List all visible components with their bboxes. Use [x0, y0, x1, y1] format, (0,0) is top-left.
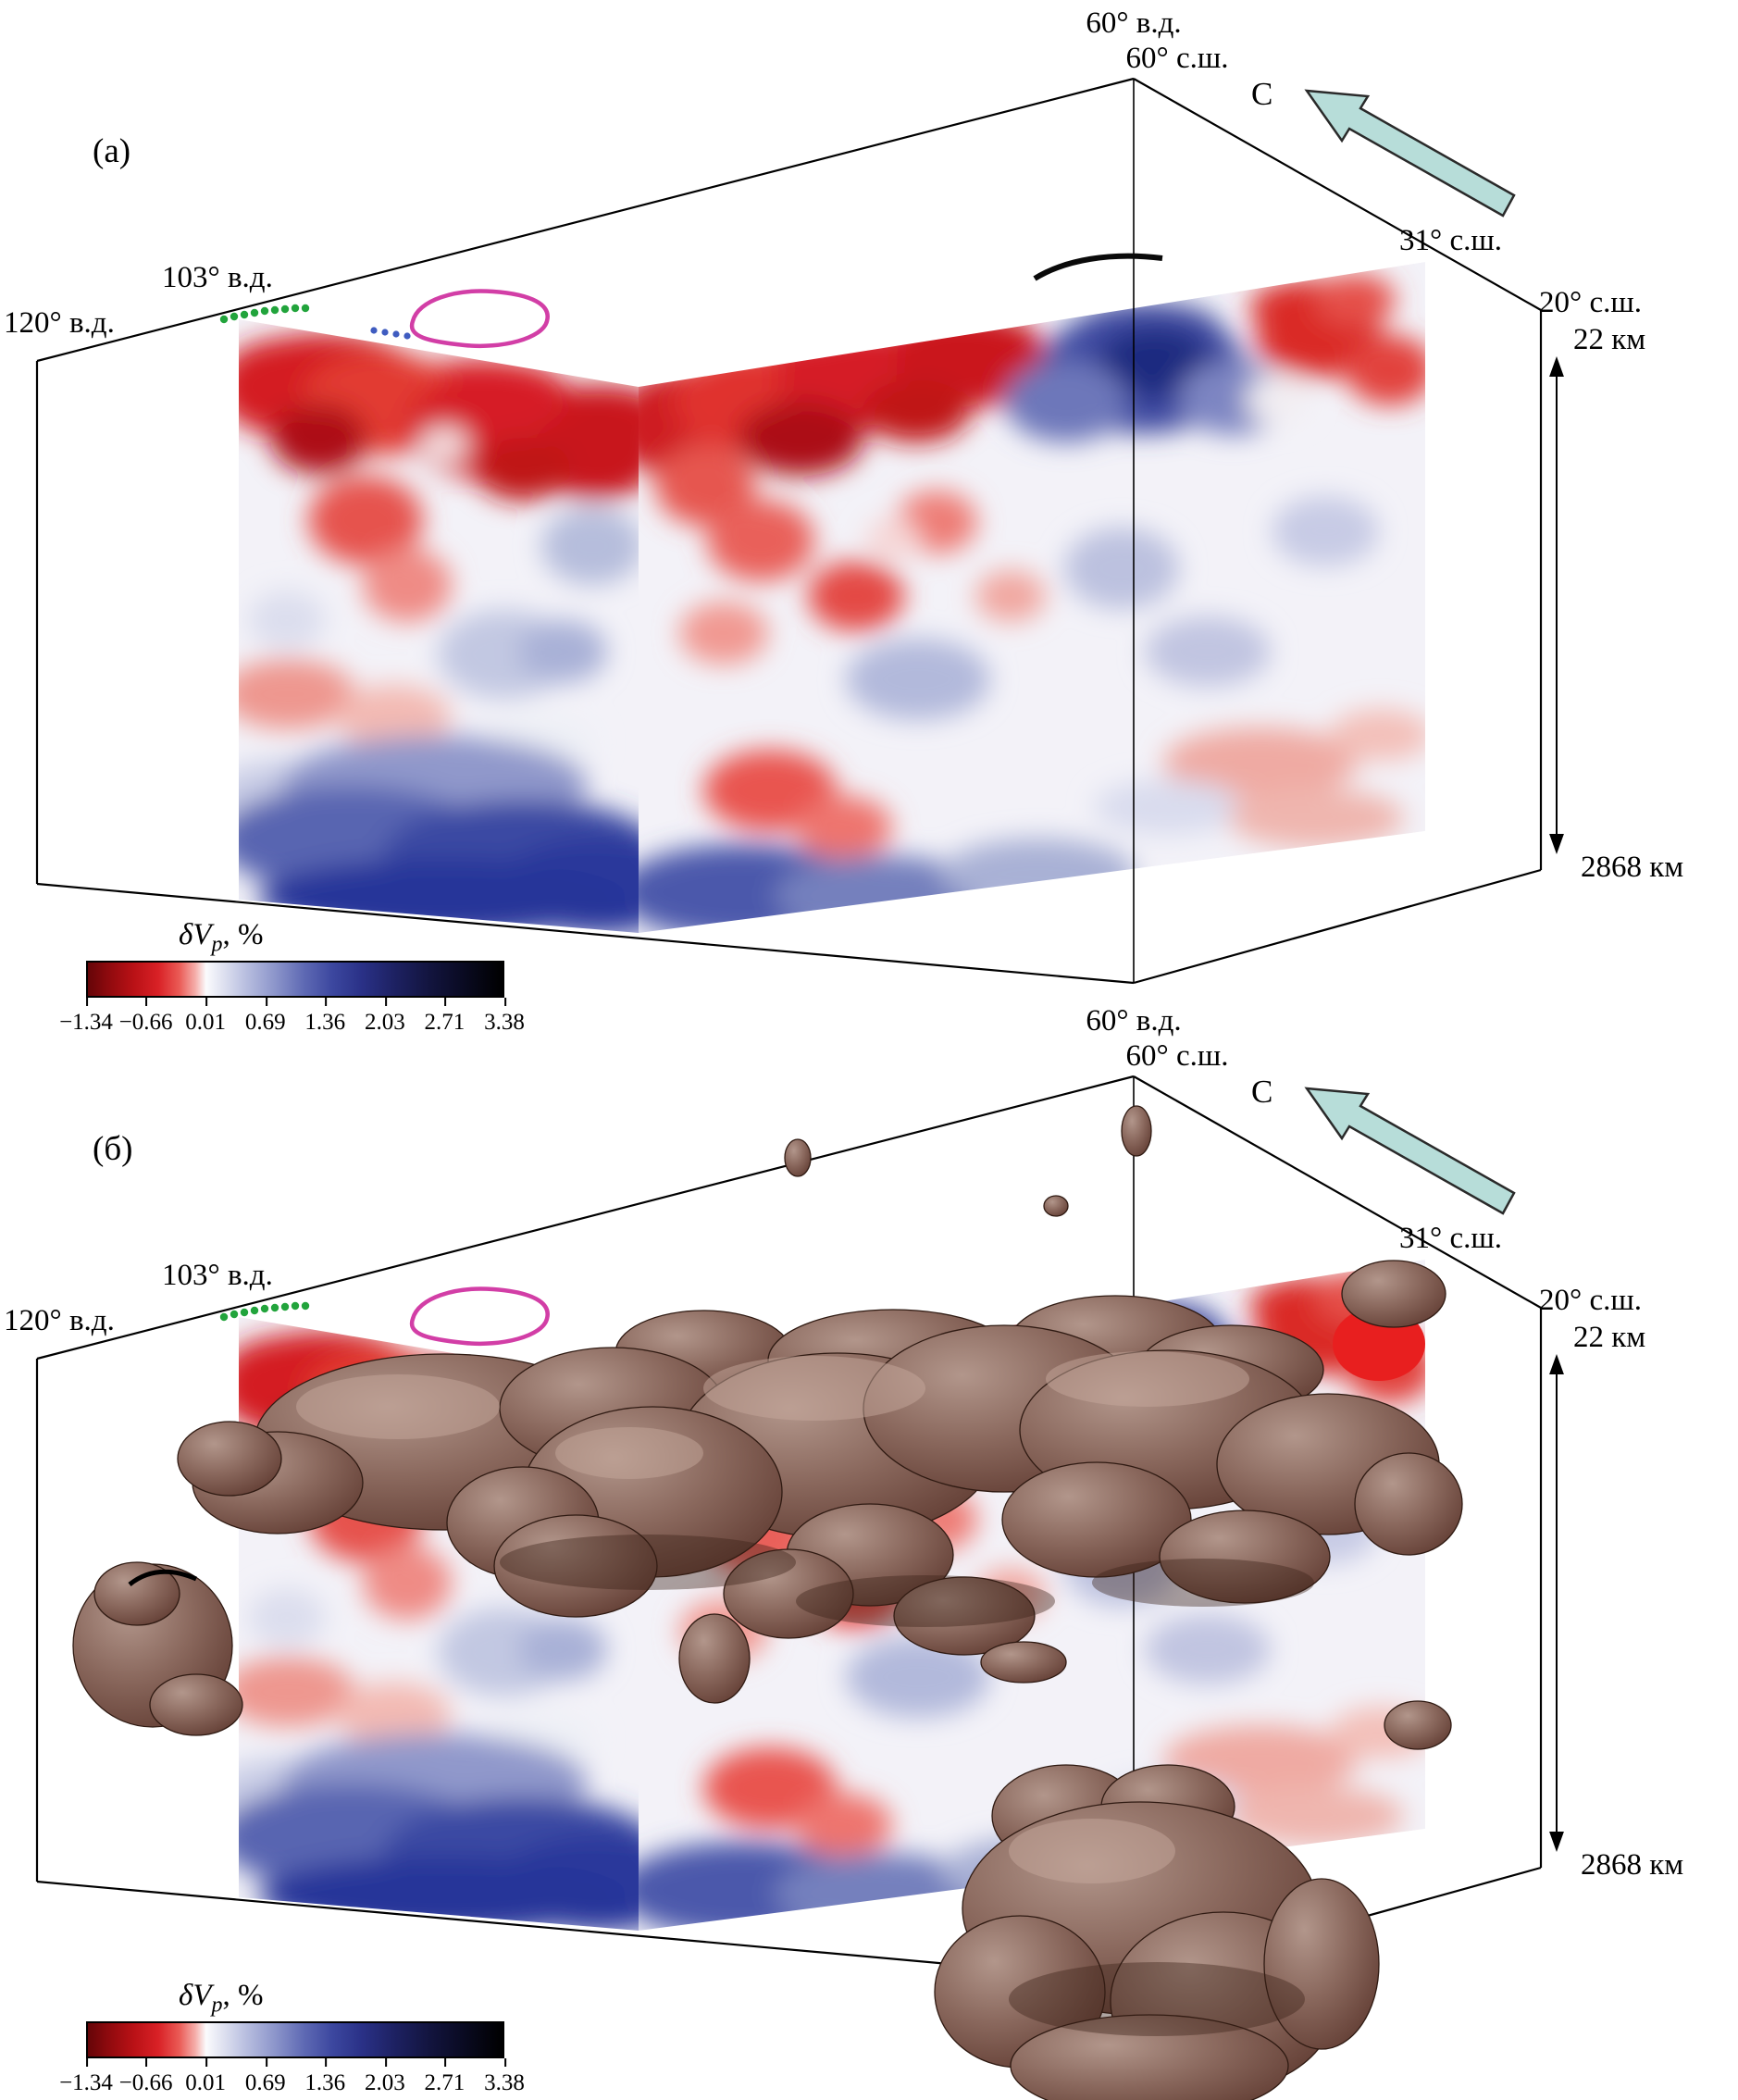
depth-bottom-label-a: 2868 км [1581, 851, 1684, 884]
colorbar-ticks-b: −1.34 −0.66 0.01 0.69 1.36 2.03 2.71 3.3… [59, 2058, 525, 2100]
colorbar-tick-3: 0.69 [244, 998, 286, 1035]
colorbar-title-b: δVp, % [179, 1979, 264, 2018]
colorbar-a: δVp, % −1.34 −0.66 0.01 0.69 1.36 2.03 2… [59, 918, 525, 1042]
black-fault-curve [1033, 253, 1163, 281]
north-label-a: С [1251, 76, 1273, 112]
colorbar-tick-1: −0.66 [118, 2058, 173, 2095]
lat-mid-label-a: 31° с.ш. [1399, 224, 1503, 257]
lat-mid-label-b: 31° с.ш. [1399, 1222, 1503, 1255]
panel-a-extras [370, 253, 1163, 340]
colorbar-tick-4: 1.36 [304, 2058, 346, 2095]
lon-back-label-a: 60° в.д. [1086, 6, 1182, 40]
lat-right-label-b: 20° с.ш. [1539, 1284, 1643, 1317]
lat-back-label-a: 60° с.ш. [1125, 42, 1229, 75]
colorbar-tick-1: −0.66 [118, 998, 173, 1035]
lon-mid-label-b: 103° в.д. [162, 1259, 273, 1292]
lat-back-label-b: 60° с.ш. [1125, 1039, 1229, 1073]
lon-front-label-a: 120° в.д. [4, 306, 115, 340]
colorbar-tick-3: 0.69 [244, 2058, 286, 2095]
colorbar-b: δVp, % −1.34 −0.66 0.01 0.69 1.36 2.03 2… [59, 1979, 525, 2100]
colorbar-gradient-a [86, 961, 504, 998]
panel-b-label: (б) [93, 1130, 133, 1168]
lon-back-label-b: 60° в.д. [1086, 1004, 1182, 1038]
colorbar-gradient-b [86, 2021, 504, 2058]
depth-top-label-b: 22 км [1573, 1321, 1646, 1354]
depth-bottom-label-b: 2868 км [1581, 1848, 1684, 1882]
colorbar-ticks-a: −1.34 −0.66 0.01 0.69 1.36 2.03 2.71 3.3… [59, 998, 525, 1042]
colorbar-tick-2: 0.01 [185, 998, 227, 1035]
colorbar-tick-5: 2.03 [364, 2058, 405, 2095]
north-label-b: С [1251, 1074, 1273, 1110]
depth-top-label-a: 22 км [1573, 323, 1646, 356]
colorbar-title-a: δVp, % [179, 918, 264, 957]
lon-front-label-b: 120° в.д. [4, 1304, 115, 1337]
colorbar-tick-4: 1.36 [304, 998, 346, 1035]
lon-mid-label-a: 103° в.д. [162, 261, 273, 294]
colorbar-tick-2: 0.01 [185, 2058, 227, 2095]
colorbar-tick-7: 3.38 [484, 2058, 525, 2095]
colorbar-tick-6: 2.71 [424, 998, 466, 1035]
colorbar-tick-5: 2.03 [364, 998, 405, 1035]
isosurface [72, 1105, 1463, 2100]
colorbar-tick-6: 2.71 [424, 2058, 466, 2095]
panel-a-label: (а) [93, 132, 131, 170]
colorbar-tick-0: −1.34 [59, 2058, 113, 2095]
colorbar-tick-7: 3.38 [484, 998, 525, 1035]
lat-right-label-a: 20° с.ш. [1539, 286, 1643, 319]
colorbar-tick-0: −1.34 [59, 998, 113, 1035]
